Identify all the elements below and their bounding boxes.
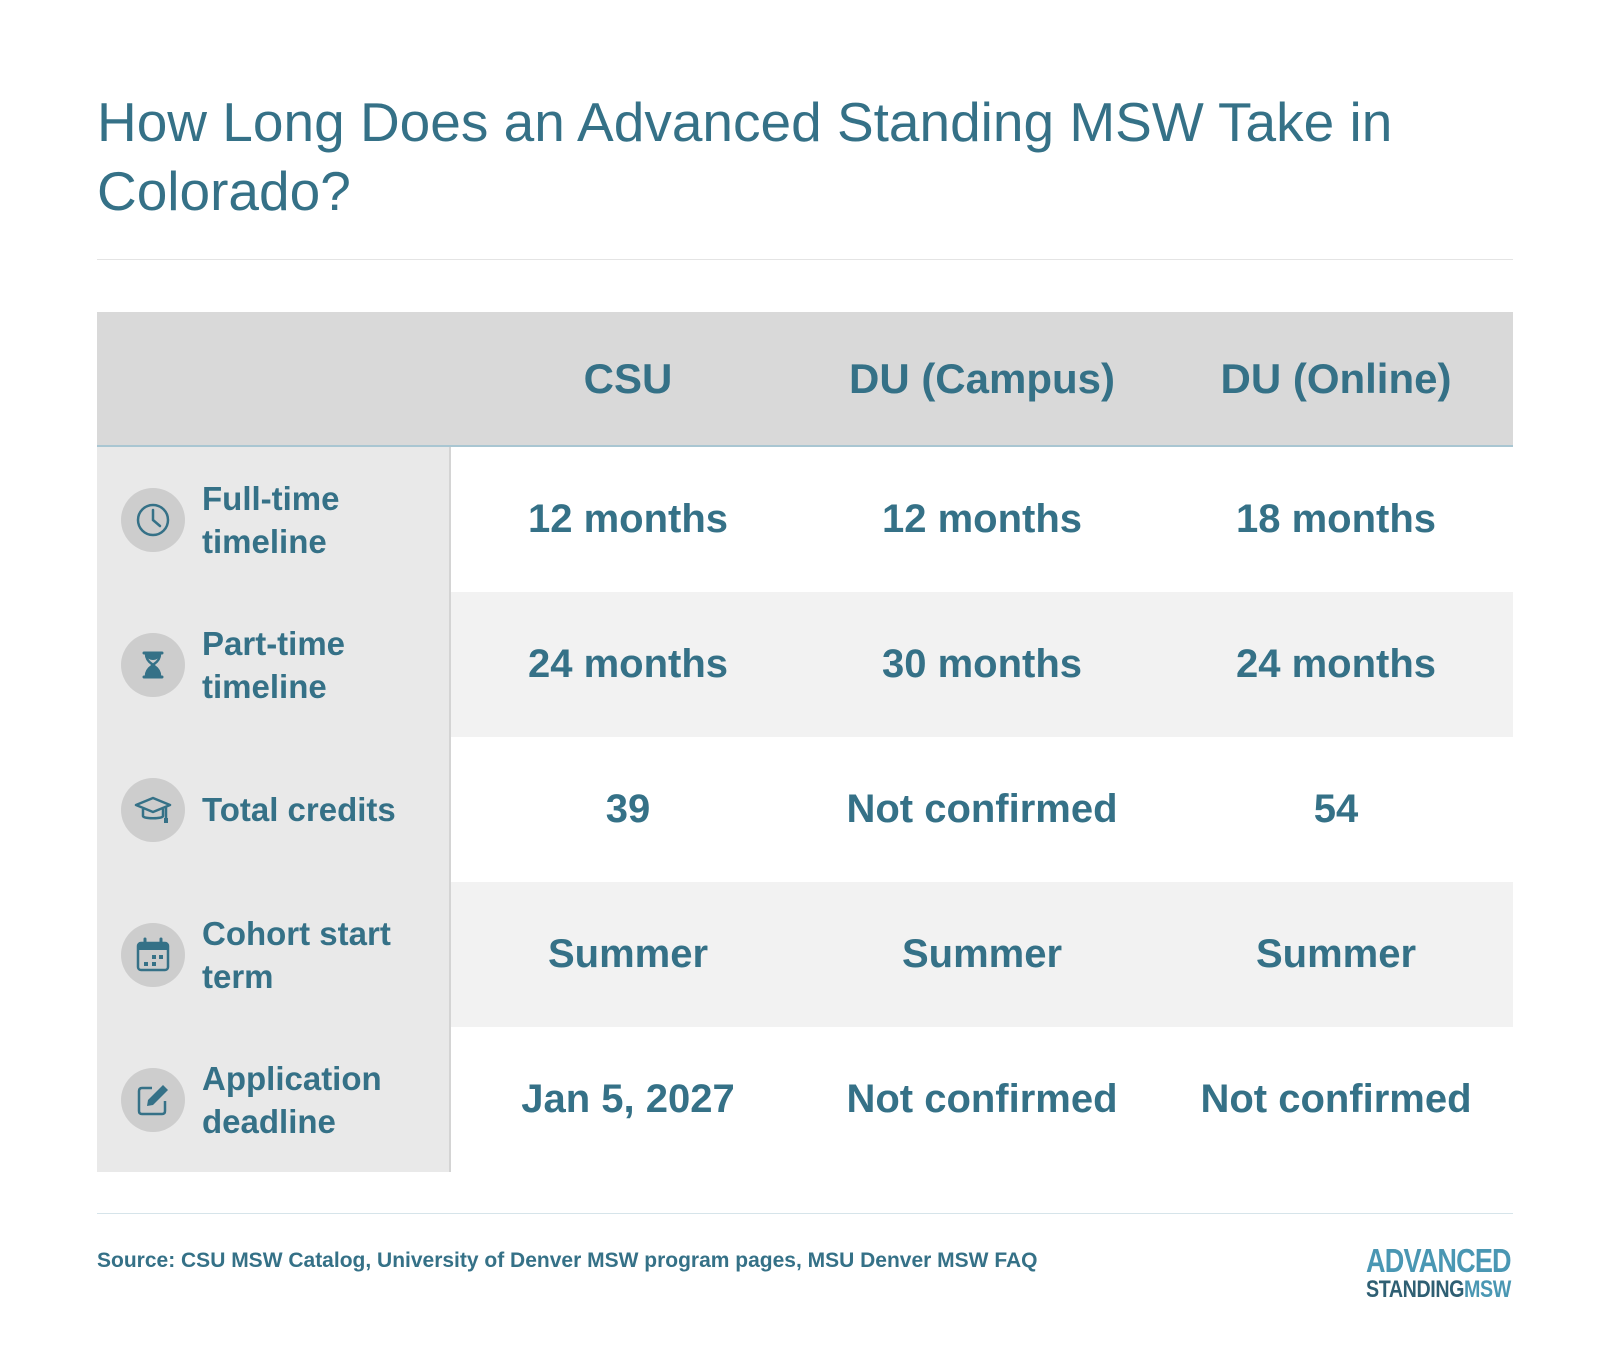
table-cell: 12 months <box>451 447 805 592</box>
edit-icon <box>121 1067 185 1132</box>
table-cell: 12 months <box>805 447 1159 592</box>
hourglass-icon <box>121 632 185 697</box>
row-label-text: Cohort start term <box>202 914 391 995</box>
footer-divider <box>97 1213 1513 1214</box>
table-cell: Summer <box>1159 882 1513 1027</box>
table-cell: 24 months <box>1159 592 1513 737</box>
table-row: Cohort start term Summer Summer Summer <box>97 882 1513 1027</box>
row-label: Application deadline <box>97 1027 451 1172</box>
row-label-text: Part-time timeline <box>202 624 346 705</box>
source-note: Source: CSU MSW Catalog, University of D… <box>97 1249 1038 1272</box>
title-divider <box>97 259 1513 260</box>
column-header-du-online: DU (Online) <box>1220 354 1452 402</box>
logo-line-2: STANDINGMSW <box>1366 1276 1511 1303</box>
table-cell: 24 months <box>451 592 805 737</box>
table-cell: Not confirmed <box>805 1027 1159 1172</box>
logo-line-1: ADVANCED <box>1366 1242 1512 1279</box>
column-header-du-campus: DU (Campus) <box>848 354 1115 402</box>
row-label-text: Full-time timeline <box>202 479 340 560</box>
graduation-cap-icon <box>121 777 185 842</box>
table-row: Application deadline Jan 5, 2027 Not con… <box>97 1027 1513 1172</box>
table-cell: 54 <box>1159 737 1513 882</box>
table-cell: Not confirmed <box>805 737 1159 882</box>
row-label: Total credits <box>97 737 451 882</box>
comparison-table: CSU DU (Campus) DU (Online) Full-time ti… <box>97 312 1513 1172</box>
table-cell: 30 months <box>805 592 1159 737</box>
logo-word-msw: MSW <box>1464 1276 1511 1303</box>
table-header: CSU DU (Campus) DU (Online) <box>97 312 1513 447</box>
column-header-csu: CSU <box>583 354 673 402</box>
table-cell: Summer <box>451 882 805 1027</box>
table-row: Total credits 39 Not confirmed 54 <box>97 737 1513 882</box>
table-row: Full-time timeline 12 months 12 months 1… <box>97 447 1513 592</box>
table-cell: Not confirmed <box>1159 1027 1513 1172</box>
table-cell: Jan 5, 2027 <box>451 1027 805 1172</box>
row-label: Full-time timeline <box>97 447 451 592</box>
table-cell: 18 months <box>1159 447 1513 592</box>
row-label-text: Total credits <box>202 791 396 828</box>
table-cell: 39 <box>451 737 805 882</box>
row-label: Part-time timeline <box>97 592 451 737</box>
row-label: Cohort start term <box>97 882 451 1027</box>
header-corner <box>97 312 451 445</box>
table-cell: Summer <box>805 882 1159 1027</box>
table-row: Part-time timeline 24 months 30 months 2… <box>97 592 1513 737</box>
page-title: How Long Does an Advanced Standing MSW T… <box>97 91 1393 222</box>
row-label-text: Application deadline <box>202 1059 382 1140</box>
calendar-icon <box>121 922 185 987</box>
logo-word-standing: STANDING <box>1366 1276 1465 1303</box>
clock-icon <box>121 487 185 552</box>
brand-logo: ADVANCED STANDINGMSW <box>1366 1242 1516 1303</box>
